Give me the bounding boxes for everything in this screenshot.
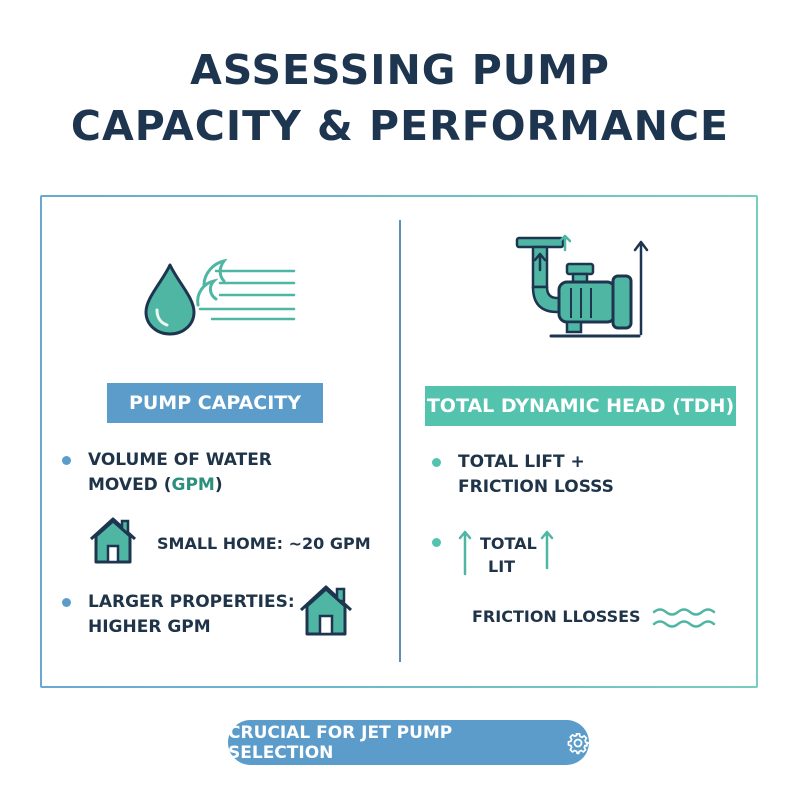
total-lift-line1: TOTAL LIFT + [458, 452, 585, 472]
total-lift-line2: FRICTION LOSSS [458, 477, 614, 497]
house-icon [299, 585, 353, 636]
footer-label: CRUCIAL FOR JET PUMP SELECTION [228, 722, 453, 763]
bullet-dot [432, 458, 441, 467]
house-icon [89, 517, 137, 564]
volume-text-line2: MOVED (GPM) [88, 473, 223, 498]
up-arrow-icon [540, 530, 554, 570]
volume-text-line1: VOLUME OF WATER [88, 450, 272, 470]
larger-properties-line2: HIGHER GPM [88, 617, 211, 637]
pump-capacity-heading: PUMP CAPACITY [107, 383, 323, 423]
moved-suffix: ) [214, 475, 223, 495]
title-line-2: CAPACITY & PERFORMANCE [70, 102, 730, 150]
total-lit-line2: LIT [488, 557, 516, 576]
friction-losses-text: FRICTION LLOSSES [472, 607, 641, 626]
title-line-1: ASSESSING PUMP [190, 46, 610, 94]
gpm-unit: GPM [171, 475, 215, 495]
pump-icon [515, 234, 641, 338]
bullet-dot [432, 538, 441, 547]
bullet-dot [62, 598, 71, 607]
bullet-dot [62, 456, 71, 465]
flow-lines-icon [196, 258, 296, 321]
water-drop-icon [144, 263, 196, 336]
moved-prefix: MOVED ( [88, 475, 172, 495]
panel-divider [399, 220, 401, 662]
up-arrow-icon [458, 530, 472, 576]
total-lit-line1: TOTAL [480, 534, 537, 553]
footer-pill: CRUCIAL FOR JET PUMP SELECTION [228, 720, 590, 765]
tdh-heading: TOTAL DYNAMIC HEAD (TDH) [425, 386, 736, 426]
larger-properties-line1: LARGER PROPERTIES: [88, 592, 295, 612]
height-arrow-icon [633, 240, 649, 336]
gear-icon [567, 732, 590, 754]
wave-icon [652, 608, 716, 628]
small-home-text: SMALL HOME: ~20 GPM [157, 534, 371, 553]
